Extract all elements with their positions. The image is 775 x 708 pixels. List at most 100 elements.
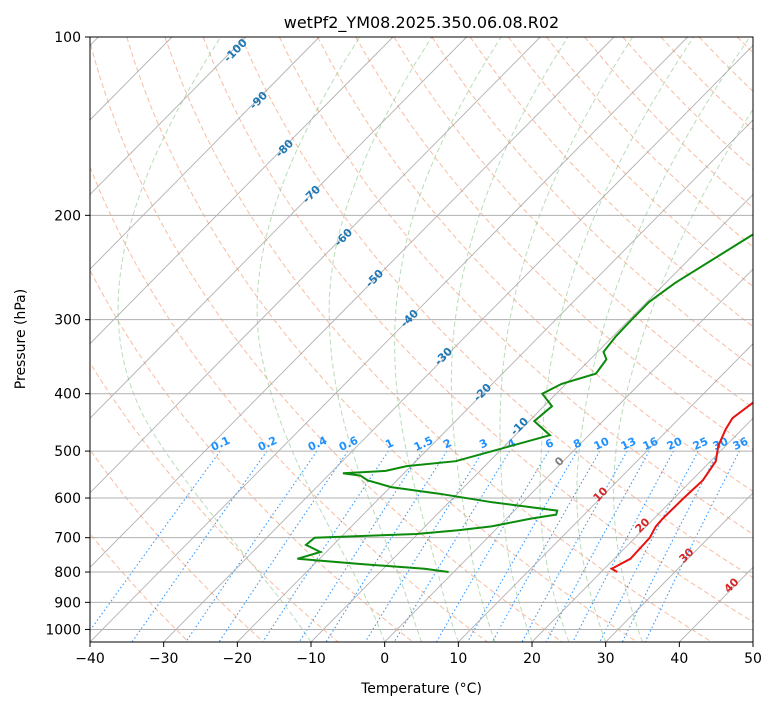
mixing-ratio-line (185, 450, 318, 642)
mixing-ratio-label: 20 (665, 435, 685, 453)
dry-adiabat-line (278, 37, 753, 535)
mixing-ratio-label: 8 (571, 436, 583, 451)
dry-adiabat-label: -60 (332, 226, 355, 249)
mixing-ratio-line (599, 450, 699, 642)
dry-adiabat-label: -10 (508, 415, 531, 438)
dry-adiabat-label: 30 (677, 545, 697, 565)
mixing-ratio-line (621, 450, 720, 642)
y-tick-label: 800 (54, 565, 81, 581)
dry-adiabat-label: -80 (273, 137, 296, 160)
mixing-ratio-line (572, 450, 674, 642)
dry-adiabat-line (90, 269, 414, 642)
dry-adiabat-line (698, 37, 753, 92)
mixing-ratio-line (393, 450, 511, 642)
isotherm-line (90, 37, 615, 569)
isotherm-line (163, 44, 753, 642)
dry-adiabat-label: 40 (722, 575, 742, 595)
moist-adiabat-line (328, 37, 433, 642)
mixing-ratio-line (491, 450, 601, 642)
isotherm-line (90, 37, 541, 494)
mixing-ratio-label: 30 (711, 435, 731, 453)
isotherm-line (605, 492, 753, 642)
isotherm-line (458, 343, 753, 642)
dry-adiabat-label: -20 (471, 381, 494, 404)
y-tick-label: 400 (54, 387, 81, 403)
y-axis-ticks: 100 200 300 400 500 600 700 800 900 1000 (45, 30, 90, 638)
dry-adiabat-line (90, 165, 488, 642)
dry-adiabat-line (90, 40, 563, 642)
moist-adiabat-line (394, 37, 502, 642)
isotherm-line (90, 37, 320, 270)
dry-adiabat-label: 10 (591, 484, 611, 504)
mixing-ratio-label: 6 (543, 436, 556, 451)
plot-frame (89, 36, 754, 643)
dry-adiabat-line (164, 37, 712, 642)
grid-lines (90, 37, 753, 642)
mixing-ratio-line (521, 450, 628, 642)
isotherm-line (531, 417, 753, 642)
dry-adiabat-line (126, 37, 638, 642)
dry-adiabat-line (90, 448, 264, 642)
y-tick-label: 700 (54, 531, 81, 547)
x-tick-label: 50 (744, 651, 762, 667)
temperature-profile (609, 401, 753, 573)
dry-adiabat-line (546, 37, 753, 248)
dry-adiabat-label: 20 (633, 515, 653, 535)
chart-title: wetPf2_YM08.2025.350.06.08.R02 (284, 13, 559, 33)
mixing-ratio-line (218, 450, 349, 642)
isotherm-line (90, 37, 467, 419)
x-tick-label: 30 (597, 651, 615, 667)
dry-adiabat-line (240, 37, 753, 579)
dry-adiabat-line (90, 361, 339, 642)
dry-adiabat-line (431, 37, 753, 368)
y-axis-label: Pressure (hPa) (13, 289, 29, 389)
isotherm-line (90, 37, 688, 642)
y-tick-label: 200 (54, 208, 81, 224)
dry-adiabat-line (660, 37, 753, 131)
isotherm-line (90, 37, 394, 345)
mixing-ratio-line (262, 450, 389, 642)
mixing-ratio-line (545, 450, 650, 642)
y-tick-label: 900 (54, 595, 81, 611)
mixing-ratio-line (644, 450, 740, 642)
x-tick-label: 10 (449, 651, 467, 667)
x-tick-label: 40 (670, 651, 688, 667)
mixing-ratio-line (298, 450, 423, 642)
dewpoint-profile (297, 233, 753, 573)
moist-adiabat-line (256, 37, 386, 642)
x-tick-label: 20 (523, 651, 541, 667)
dry-adiabat-label: -50 (363, 267, 386, 290)
x-tick-label: −10 (296, 651, 326, 667)
x-tick-label: −40 (75, 651, 105, 667)
moist-adiabat-line (576, 37, 751, 642)
x-tick-label: 0 (380, 651, 389, 667)
mixing-ratio-label: 10 (592, 435, 612, 453)
moist-adiabat-line (450, 37, 569, 642)
x-tick-label: −30 (149, 651, 179, 667)
moist-adiabat-line (117, 37, 312, 642)
y-tick-label: 600 (54, 491, 81, 507)
isotherm-line (384, 268, 753, 642)
isotherm-line (679, 566, 753, 642)
x-tick-label: −20 (223, 651, 253, 667)
isotherm-line (90, 37, 246, 196)
mixing-ratio-label: 25 (691, 435, 710, 453)
y-tick-label: 100 (54, 30, 81, 46)
mixing-ratio-label: 36 (731, 435, 751, 453)
mixing-ratio-label: 13 (619, 435, 638, 453)
dry-adiabat-label: 0 (552, 454, 567, 469)
mixing-ratio-label: 16 (641, 435, 661, 453)
dry-adiabat-line (317, 37, 753, 492)
moist-adiabat-line (613, 108, 753, 642)
moist-adiabat-line (539, 37, 695, 642)
y-tick-label: 300 (54, 313, 81, 329)
mixing-ratio-label: 3 (477, 436, 489, 451)
isotherm-line (752, 641, 753, 642)
sounding-profiles (297, 233, 753, 573)
mixing-ratio-label: 1 (383, 436, 395, 451)
y-tick-label: 500 (54, 444, 81, 460)
dry-adiabat-label: -100 (221, 36, 250, 65)
moist-adiabat-line (499, 37, 634, 642)
mixing-ratio-line (364, 450, 484, 642)
